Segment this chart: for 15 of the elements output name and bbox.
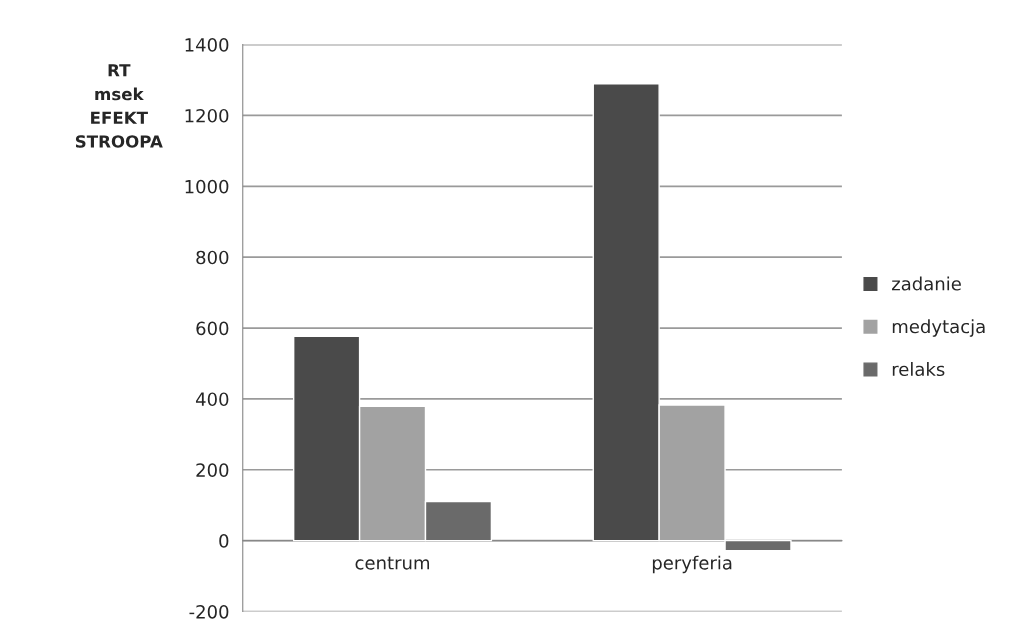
y-tick-label: 1400 (185, 38, 229, 52)
y-tick-label: 400 (195, 392, 229, 407)
legend-label: zadanie (892, 276, 961, 291)
y-axis-title: RT msek EFEKT STROOPA (75, 64, 163, 148)
y-tick-label: 800 (196, 250, 229, 265)
y-tick-label: 0 (219, 534, 229, 548)
y-tick-label: 1000 (185, 179, 229, 194)
y-tick-label: -200 (189, 604, 229, 619)
y-tick-label: 600 (196, 321, 229, 336)
y-tick-label: 200 (196, 463, 229, 477)
y-tick-label: 1200 (185, 108, 229, 123)
x-tick-label: peryferia (652, 555, 732, 574)
legend-label: medytacja (892, 319, 985, 337)
legend-label: relaks (892, 362, 945, 377)
x-tick-label: centrum (355, 556, 430, 570)
